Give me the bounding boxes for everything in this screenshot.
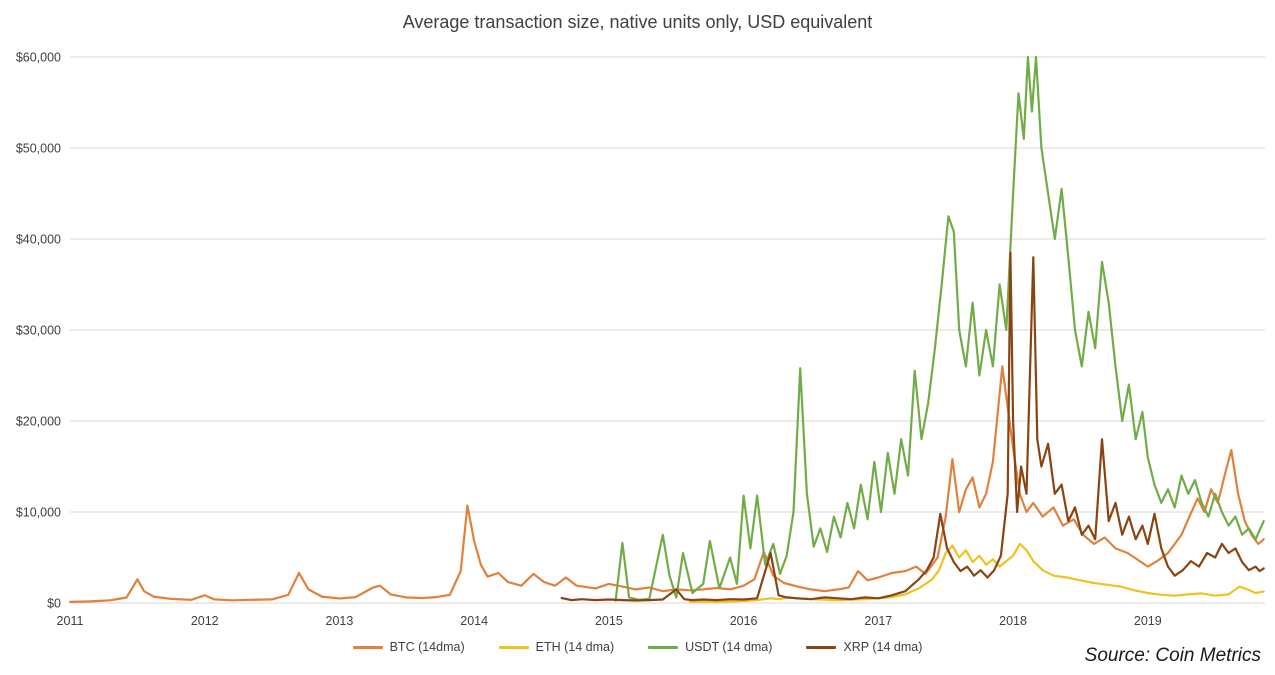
legend-label: ETH (14 dma) bbox=[535, 640, 615, 654]
x-axis-label: 2018 bbox=[999, 614, 1027, 628]
plot-area: $0 $10,000 $20,000 $30,000 $40,000 $50,000 $60… bbox=[16, 51, 1265, 628]
legend-item-usdt: USDT (14 dma) bbox=[648, 640, 772, 654]
legend-item-xrp: XRP (14 dma) bbox=[806, 640, 922, 654]
source-label: Source: Coin Metrics bbox=[1084, 645, 1261, 666]
y-axis-label: $40,000 bbox=[16, 233, 61, 247]
legend-swatch bbox=[498, 645, 529, 649]
x-axis-label: 2015 bbox=[595, 614, 623, 628]
legend-swatch bbox=[806, 645, 837, 649]
legend-label: BTC (14dma) bbox=[389, 640, 465, 654]
y-axis-label: $20,000 bbox=[16, 415, 61, 429]
y-axis-label: $60,000 bbox=[16, 51, 61, 65]
legend: BTC (14dma) ETH (14 dma) USDT (14 dma) XRP … bbox=[0, 640, 1275, 654]
y-axis-label: $0 bbox=[47, 597, 61, 611]
x-axis-label: 2017 bbox=[864, 614, 892, 628]
series-line-btc bbox=[68, 365, 1265, 603]
series-line-usdt bbox=[614, 55, 1265, 602]
legend-label: XRP (14 dma) bbox=[843, 640, 923, 654]
legend-item-eth: ETH (14 dma) bbox=[498, 640, 615, 654]
x-axis-label: 2013 bbox=[326, 614, 354, 628]
series-line-xrp bbox=[560, 251, 1265, 602]
y-axis-label: $50,000 bbox=[16, 142, 61, 156]
x-axis-label: 2016 bbox=[730, 614, 758, 628]
x-axis-label: 2014 bbox=[460, 614, 488, 628]
x-axis-label: 2012 bbox=[191, 614, 219, 628]
y-axis-label: $10,000 bbox=[16, 506, 61, 520]
x-axis-label: 2019 bbox=[1134, 614, 1162, 628]
x-axis-label: 2011 bbox=[57, 614, 84, 628]
legend-swatch bbox=[352, 645, 383, 649]
legend-label: USDT (14 dma) bbox=[685, 640, 773, 654]
chart-title: Average transaction size, native units o… bbox=[402, 12, 873, 32]
legend-swatch bbox=[648, 645, 679, 649]
y-axis-label: $30,000 bbox=[16, 324, 61, 338]
legend-item-btc: BTC (14dma) bbox=[352, 640, 465, 654]
